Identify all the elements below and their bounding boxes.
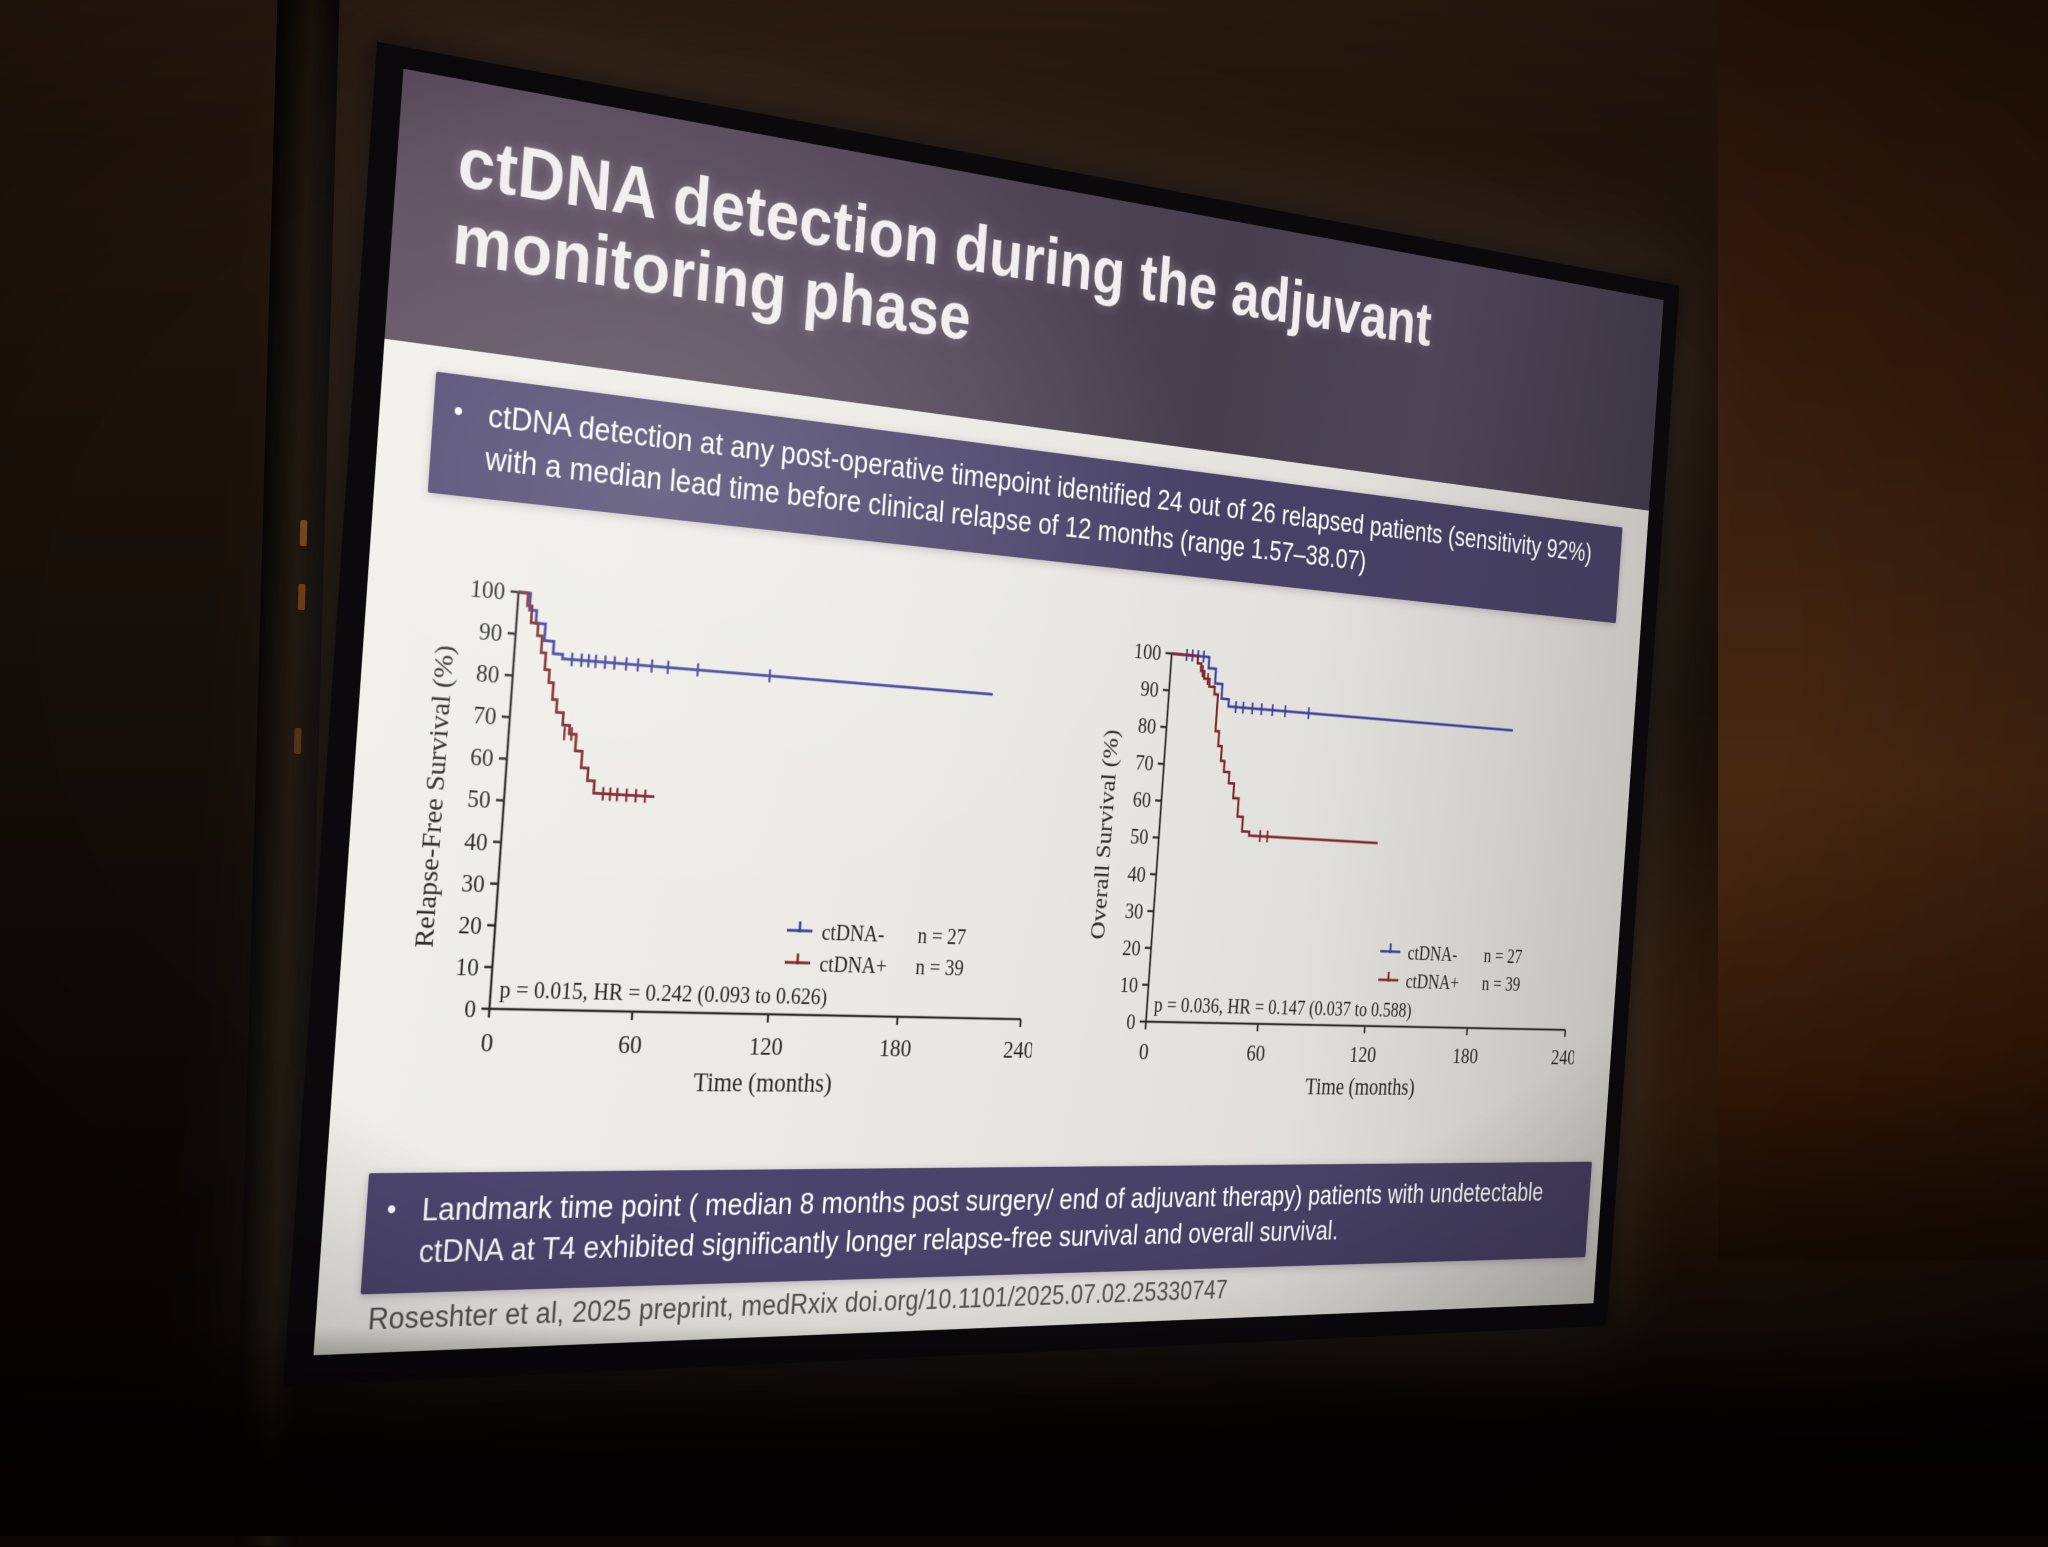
svg-text:0: 0 — [463, 994, 477, 1023]
bullet-dot: • — [452, 390, 464, 434]
svg-text:240: 240 — [1002, 1036, 1035, 1063]
svg-text:0: 0 — [1126, 1008, 1137, 1034]
svg-text:20: 20 — [1122, 934, 1142, 960]
svg-text:80: 80 — [1137, 712, 1157, 739]
pole-highlight — [300, 520, 308, 546]
overall-survival-chart: 0 10 20 30 40 50 60 70 80 90 100 0 60 120 180 240 Time (… — [1068, 634, 1600, 1107]
tick-labels: 0 10 20 30 40 50 60 70 80 90 100 0 60 120 180 240 Time (… — [400, 570, 1061, 1099]
tick-labels: 0 10 20 30 40 50 60 70 80 90 100 0 60 120 180 240 Time (… — [1075, 635, 1600, 1101]
x-axis-label: Time (months) — [692, 1068, 832, 1098]
svg-text:120: 120 — [748, 1031, 784, 1060]
svg-text:80: 80 — [475, 658, 500, 689]
km-curve-ctDNA- — [1168, 653, 1516, 730]
svg-text:240: 240 — [1550, 1045, 1576, 1069]
svg-text:60: 60 — [617, 1029, 643, 1058]
x-axis-label: Time (months) — [1304, 1074, 1415, 1101]
svg-text:10: 10 — [455, 952, 480, 981]
svg-text:120: 120 — [1349, 1041, 1377, 1066]
svg-text:ctDNA-: ctDNA- — [821, 920, 885, 947]
svg-text:ctDNA-: ctDNA- — [1407, 942, 1458, 966]
legend: ctDNA-n = 27 ctDNA+ n = 39 — [1377, 941, 1523, 996]
svg-text:n = 39: n = 39 — [1481, 972, 1521, 995]
axes — [1139, 653, 1589, 1037]
legend: ctDNA-n = 27 ctDNA+ n = 39 — [784, 918, 967, 980]
km-curve-ctDNA+ — [1159, 653, 1389, 842]
svg-text:0: 0 — [480, 1027, 495, 1057]
svg-text:40: 40 — [463, 826, 488, 856]
svg-text:n = 27: n = 27 — [917, 923, 967, 949]
y-axis-label: Overall Survival (%) — [1087, 728, 1124, 939]
svg-text:70: 70 — [1135, 749, 1155, 776]
svg-text:60: 60 — [469, 742, 494, 772]
slide: ctDNA detection during the adjuvant moni… — [313, 69, 1663, 1356]
svg-text:40: 40 — [1127, 860, 1147, 886]
svg-text:100: 100 — [469, 573, 506, 605]
censor-marks-ctDNA+ — [1191, 665, 1279, 842]
svg-text:0: 0 — [1138, 1038, 1150, 1064]
svg-text:50: 50 — [466, 784, 491, 814]
km-curve-ctDNA- — [514, 592, 997, 694]
svg-text:60: 60 — [1246, 1040, 1266, 1066]
floor-shadow — [0, 1326, 2048, 1536]
svg-text:20: 20 — [458, 910, 483, 940]
right-wall — [1718, 0, 2048, 1260]
projection-screen: ctDNA detection during the adjuvant moni… — [283, 42, 1679, 1387]
svg-text:10: 10 — [1119, 971, 1139, 997]
svg-text:180: 180 — [1452, 1043, 1479, 1068]
svg-text:ctDNA+: ctDNA+ — [1405, 970, 1460, 994]
y-axis-label: Relapse-Free Survival (%) — [410, 644, 460, 948]
svg-text:90: 90 — [478, 616, 503, 647]
svg-text:100: 100 — [1133, 637, 1162, 665]
svg-text:ctDNA+: ctDNA+ — [819, 952, 888, 979]
svg-text:30: 30 — [1124, 897, 1144, 923]
p-value-annotation: p = 0.015, HR = 0.242 (0.093 to 0.626) — [499, 976, 828, 1009]
censor-marks-ctDNA+ — [560, 726, 650, 802]
svg-text:n = 27: n = 27 — [1483, 945, 1523, 968]
bullet-dot: • — [385, 1189, 398, 1232]
km-curve-ctDNA+ — [505, 592, 668, 797]
svg-text:50: 50 — [1129, 823, 1149, 849]
svg-text:90: 90 — [1140, 675, 1160, 702]
svg-text:60: 60 — [1132, 786, 1152, 813]
relapse-free-survival-chart: 0 10 20 30 40 50 60 70 80 90 100 0 60 120 180 240 Time (… — [390, 569, 1061, 1106]
svg-text:70: 70 — [472, 700, 497, 730]
svg-text:30: 30 — [461, 868, 486, 898]
p-value-annotation: p = 0.036, HR = 0.147 (0.037 to 0.588) — [1153, 993, 1412, 1022]
conference-room-background: ctDNA detection during the adjuvant moni… — [0, 0, 2048, 1536]
svg-text:n = 39: n = 39 — [915, 955, 965, 981]
svg-text:180: 180 — [878, 1034, 912, 1062]
bullet-bottom-text: Landmark time point ( median 8 months po… — [417, 1174, 1576, 1273]
